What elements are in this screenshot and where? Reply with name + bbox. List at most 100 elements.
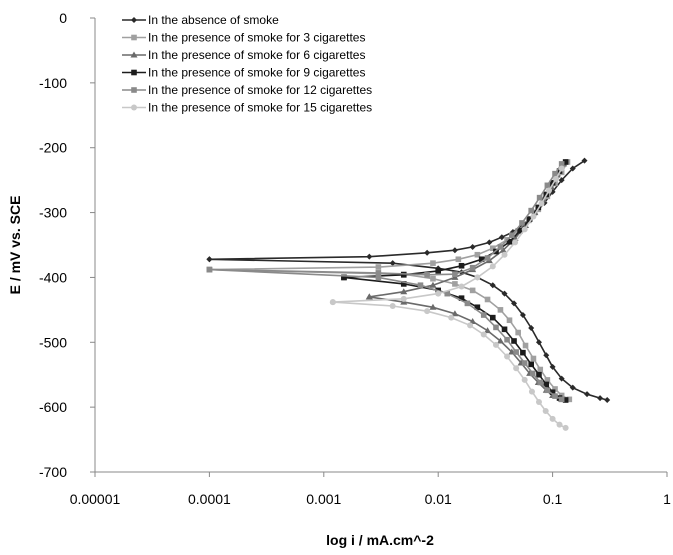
data-point: [375, 270, 382, 276]
data-point: [400, 288, 408, 295]
data-point: [469, 287, 476, 294]
data-point: [206, 266, 213, 273]
data-point: [549, 415, 556, 422]
data-point: [501, 326, 508, 333]
data-point: [511, 338, 517, 344]
y-tick-label: -600: [39, 399, 67, 415]
x-tick-label: 0.001: [306, 491, 341, 507]
data-point: [429, 281, 437, 288]
data-point: [558, 396, 565, 403]
data-point: [341, 274, 347, 281]
x-tick-label: 0.0001: [188, 491, 231, 507]
x-tick-label: 1: [663, 491, 671, 507]
series-line: [369, 296, 563, 401]
legend-label: In the presence of smoke for 9 cigarette…: [148, 66, 365, 80]
data-point: [597, 395, 604, 402]
data-point: [417, 282, 424, 289]
data-point: [519, 312, 526, 319]
y-tick-label: -100: [39, 75, 67, 91]
data-point: [537, 366, 544, 373]
data-point: [452, 271, 458, 277]
data-point: [489, 263, 496, 270]
data-point: [521, 360, 528, 366]
series-line: [369, 163, 565, 298]
y-tick-label: -300: [39, 205, 67, 221]
data-point: [484, 255, 491, 261]
y-tick-label: -500: [39, 334, 67, 350]
data-point: [562, 159, 569, 165]
data-point: [536, 371, 542, 378]
data-point: [521, 226, 528, 233]
data-point: [448, 314, 455, 321]
data-point: [486, 239, 493, 246]
data-point: [528, 388, 535, 395]
legend-marker: [131, 34, 137, 41]
data-point: [519, 220, 525, 226]
data-point: [604, 397, 611, 404]
data-point: [581, 157, 588, 164]
series-line: [209, 268, 570, 401]
data-point: [430, 260, 436, 266]
data-point: [452, 281, 458, 287]
data-point: [538, 200, 545, 207]
data-point: [562, 424, 569, 431]
x-axis-title: log i / mA.cm^-2: [326, 532, 434, 548]
data-point: [536, 194, 543, 201]
data-point: [400, 281, 407, 287]
data-point: [484, 327, 492, 334]
data-point: [329, 299, 336, 306]
data-point: [424, 272, 430, 278]
data-point: [498, 234, 505, 241]
data-point: [509, 232, 515, 239]
data-point: [545, 187, 552, 194]
y-tick-label: -400: [39, 269, 67, 285]
data-point: [480, 331, 487, 338]
data-point: [429, 303, 437, 310]
data-point: [558, 165, 565, 172]
data-point: [569, 165, 576, 172]
y-axis-ticks: 0 -100 -200 -300 -400 -500 -600 -700: [39, 10, 95, 480]
data-point: [501, 251, 508, 258]
x-tick-label: 0.01: [425, 491, 452, 507]
legend-label: In the absence of smoke: [148, 13, 279, 27]
data-point: [566, 396, 573, 403]
data-point: [497, 307, 504, 313]
data-point: [535, 398, 542, 405]
series-line: [332, 301, 566, 429]
data-point: [375, 264, 382, 270]
data-point: [496, 337, 504, 344]
data-point: [469, 264, 476, 271]
data-point: [513, 349, 519, 355]
y-axis-title: E / mV vs. SCE: [7, 196, 23, 295]
data-point: [562, 397, 569, 403]
data-point: [366, 253, 373, 260]
series-layer: [206, 157, 611, 431]
data-point: [515, 329, 521, 336]
data-point: [444, 290, 451, 297]
data-point: [584, 391, 591, 398]
series-group: [341, 159, 569, 403]
data-point: [480, 312, 487, 318]
data-point: [493, 324, 499, 331]
data-point: [464, 300, 471, 307]
y-tick-label: -700: [39, 464, 67, 480]
legend-marker: [131, 69, 137, 76]
data-point: [552, 175, 559, 182]
data-point: [558, 375, 565, 382]
legend-marker: [131, 104, 137, 111]
series-group: [206, 161, 565, 403]
data-point: [501, 290, 508, 297]
data-point: [552, 386, 558, 392]
data-point: [528, 325, 535, 332]
data-point: [544, 387, 551, 394]
data-point: [522, 342, 529, 349]
data-point: [458, 295, 465, 301]
data-point: [549, 389, 556, 396]
series-line: [209, 160, 585, 261]
legend-marker: [130, 51, 138, 58]
legend-marker: [131, 17, 137, 23]
data-point: [451, 247, 458, 254]
data-point: [558, 161, 565, 167]
x-tick-label: 0.1: [543, 491, 563, 507]
